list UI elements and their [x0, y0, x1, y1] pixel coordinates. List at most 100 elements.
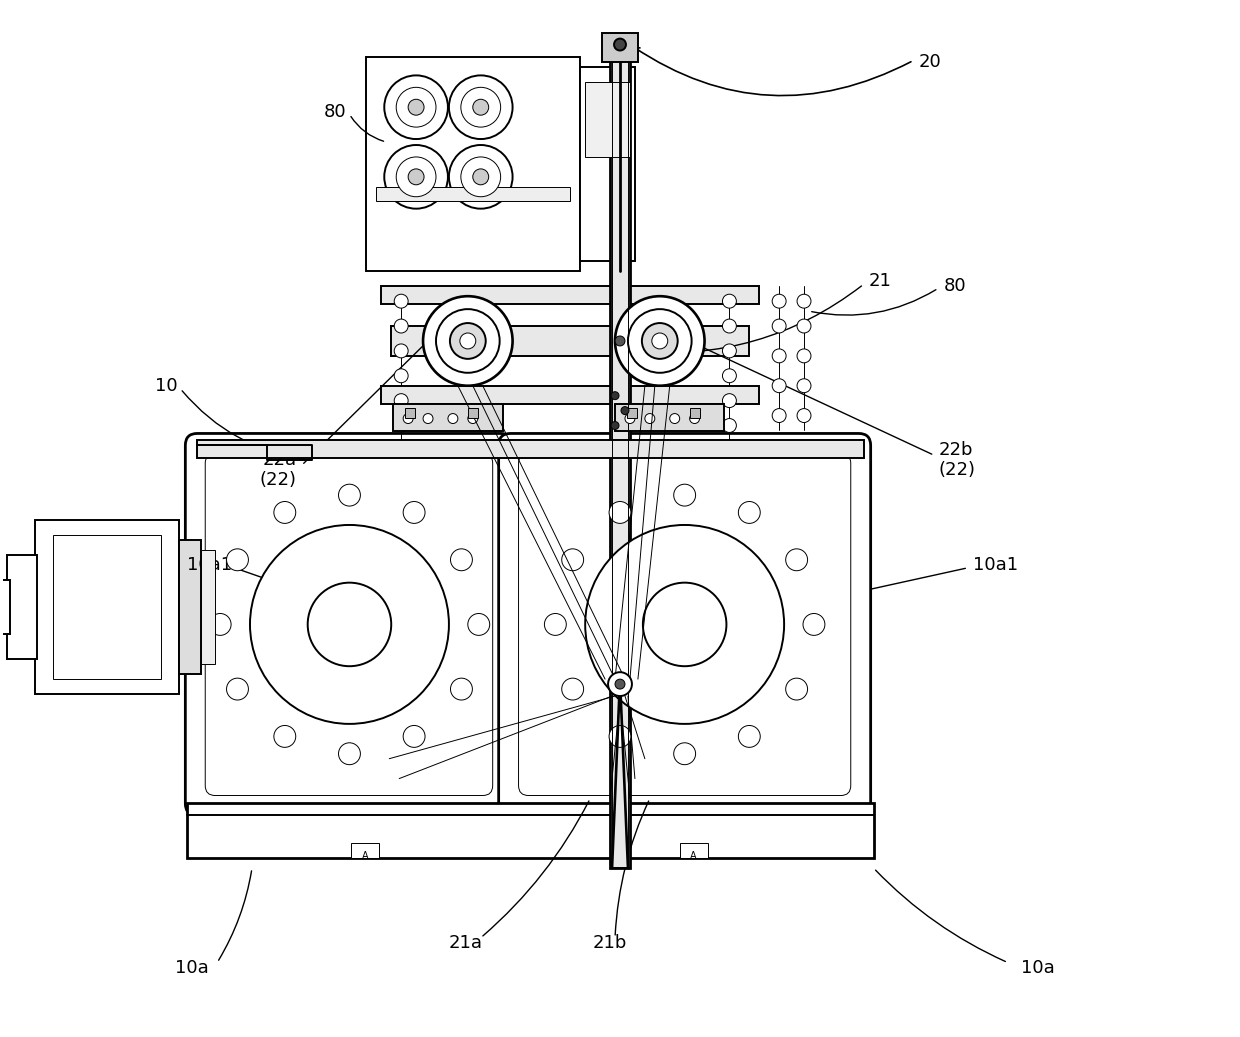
Circle shape [408, 169, 424, 185]
Circle shape [786, 549, 807, 570]
Circle shape [394, 319, 408, 333]
Circle shape [394, 394, 408, 408]
Circle shape [627, 309, 692, 372]
Text: 22a: 22a [263, 451, 296, 470]
Text: 10a: 10a [175, 958, 210, 977]
Circle shape [339, 484, 361, 506]
Bar [197, 441, 864, 458]
Circle shape [773, 409, 786, 422]
Circle shape [585, 525, 784, 724]
Circle shape [797, 379, 811, 393]
Circle shape [738, 502, 760, 524]
Bar [53, 535, 161, 679]
Circle shape [723, 319, 737, 333]
Circle shape [611, 392, 619, 399]
Bar [627, 408, 637, 418]
Bar [381, 286, 759, 304]
Bar [615, 403, 724, 431]
Circle shape [403, 414, 413, 423]
Circle shape [274, 502, 296, 524]
Circle shape [450, 678, 472, 700]
Circle shape [450, 549, 472, 570]
Circle shape [449, 76, 512, 139]
Text: 10: 10 [155, 376, 177, 395]
Circle shape [723, 394, 737, 408]
Circle shape [472, 169, 489, 185]
Circle shape [562, 678, 584, 700]
Circle shape [615, 297, 704, 386]
Text: 80: 80 [324, 104, 346, 121]
Circle shape [408, 100, 424, 115]
Circle shape [467, 614, 490, 636]
Bar [381, 386, 759, 403]
Circle shape [670, 414, 680, 423]
Bar [393, 403, 502, 431]
Circle shape [786, 678, 807, 700]
Text: 21a: 21a [449, 933, 482, 952]
Circle shape [608, 672, 632, 696]
Circle shape [544, 614, 567, 636]
Bar [201, 550, 216, 665]
Bar [603, 32, 637, 62]
Circle shape [450, 324, 486, 359]
Bar [366, 57, 580, 272]
Circle shape [615, 336, 625, 346]
Circle shape [250, 525, 449, 724]
Bar [680, 843, 708, 859]
Circle shape [723, 295, 737, 308]
Circle shape [449, 145, 512, 208]
Bar [7, 555, 37, 660]
Circle shape [773, 348, 786, 363]
Circle shape [673, 484, 696, 506]
Circle shape [673, 742, 696, 764]
Bar [351, 843, 379, 859]
Bar [35, 520, 180, 694]
Circle shape [227, 678, 248, 700]
Bar [689, 408, 699, 418]
Text: 21b: 21b [593, 933, 627, 952]
Text: (22): (22) [939, 461, 976, 479]
Text: 20: 20 [919, 54, 941, 72]
Circle shape [461, 157, 501, 197]
Circle shape [384, 76, 448, 139]
Circle shape [274, 726, 296, 748]
Circle shape [609, 726, 631, 748]
Text: A: A [362, 851, 368, 861]
Circle shape [773, 295, 786, 308]
Circle shape [394, 295, 408, 308]
Bar [376, 187, 570, 201]
Circle shape [738, 726, 760, 748]
Circle shape [625, 414, 635, 423]
Circle shape [723, 419, 737, 432]
Text: 10a1: 10a1 [973, 556, 1018, 573]
Text: 10a: 10a [1021, 958, 1055, 977]
Circle shape [227, 549, 248, 570]
Circle shape [804, 614, 825, 636]
Circle shape [614, 38, 626, 51]
Circle shape [621, 407, 629, 415]
Bar [585, 82, 630, 157]
Circle shape [611, 421, 619, 429]
Text: 10a1: 10a1 [187, 556, 232, 573]
Bar [405, 408, 415, 418]
FancyBboxPatch shape [185, 433, 512, 815]
Circle shape [797, 295, 811, 308]
Circle shape [773, 379, 786, 393]
Circle shape [460, 333, 476, 348]
Circle shape [461, 87, 501, 128]
Circle shape [615, 679, 625, 689]
Text: 80: 80 [944, 277, 966, 296]
Text: A: A [691, 851, 697, 861]
Circle shape [723, 344, 737, 358]
Circle shape [423, 414, 433, 423]
Text: 21: 21 [869, 273, 892, 290]
Circle shape [689, 414, 699, 423]
Circle shape [394, 419, 408, 432]
Circle shape [448, 414, 458, 423]
Bar [580, 67, 635, 261]
Circle shape [797, 319, 811, 333]
Circle shape [308, 583, 392, 666]
Circle shape [562, 549, 584, 570]
Circle shape [642, 324, 678, 359]
Bar [613, 34, 627, 868]
